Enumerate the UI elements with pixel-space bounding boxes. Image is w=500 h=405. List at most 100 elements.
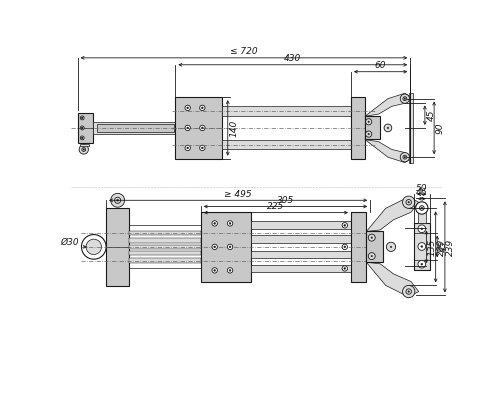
Circle shape: [390, 246, 392, 247]
Circle shape: [214, 222, 216, 224]
Circle shape: [212, 268, 218, 273]
Circle shape: [214, 269, 216, 271]
Text: 50: 50: [416, 183, 428, 193]
Circle shape: [228, 244, 233, 249]
Circle shape: [214, 246, 216, 248]
Circle shape: [408, 291, 410, 292]
Bar: [366, 232, 384, 262]
Bar: [78, 113, 93, 143]
Bar: [106, 208, 129, 286]
Circle shape: [82, 137, 83, 139]
Circle shape: [406, 289, 411, 294]
Circle shape: [229, 269, 231, 271]
Circle shape: [406, 200, 411, 205]
Circle shape: [116, 199, 118, 201]
Polygon shape: [366, 197, 418, 232]
Circle shape: [83, 149, 84, 150]
Text: 140: 140: [230, 119, 238, 136]
Circle shape: [228, 221, 233, 226]
Circle shape: [418, 225, 426, 232]
Circle shape: [404, 98, 406, 99]
Circle shape: [384, 124, 392, 132]
Text: ≥ 495: ≥ 495: [224, 190, 252, 199]
Bar: [129, 231, 201, 235]
Circle shape: [114, 197, 120, 203]
Circle shape: [368, 234, 375, 241]
Text: 60: 60: [375, 61, 386, 70]
Circle shape: [202, 147, 203, 149]
Circle shape: [387, 127, 388, 129]
Circle shape: [418, 243, 426, 250]
Circle shape: [421, 245, 422, 247]
Circle shape: [368, 121, 370, 123]
Circle shape: [342, 266, 347, 271]
Circle shape: [420, 206, 424, 210]
Bar: [251, 264, 352, 272]
Bar: [222, 107, 352, 115]
Circle shape: [421, 228, 422, 230]
Circle shape: [187, 127, 188, 129]
Polygon shape: [365, 93, 411, 116]
Circle shape: [200, 105, 205, 111]
Circle shape: [185, 145, 190, 151]
Circle shape: [344, 268, 346, 269]
Bar: [80, 144, 89, 146]
Text: 45: 45: [426, 109, 436, 121]
Circle shape: [368, 133, 370, 135]
Circle shape: [400, 94, 409, 103]
Circle shape: [200, 125, 205, 130]
Circle shape: [386, 242, 396, 252]
Circle shape: [229, 246, 231, 248]
Text: 225: 225: [268, 202, 284, 211]
Circle shape: [80, 136, 84, 140]
Circle shape: [212, 244, 218, 249]
Bar: [251, 222, 352, 229]
Bar: [93, 122, 176, 134]
Circle shape: [421, 207, 422, 209]
Bar: [408, 93, 414, 162]
Circle shape: [82, 234, 106, 259]
Polygon shape: [366, 262, 418, 297]
Circle shape: [416, 202, 428, 214]
Text: 90: 90: [436, 122, 444, 134]
Bar: [129, 239, 201, 243]
Circle shape: [403, 97, 407, 100]
Circle shape: [187, 107, 188, 109]
Circle shape: [185, 105, 190, 111]
Circle shape: [371, 255, 372, 257]
Text: 45: 45: [438, 241, 448, 252]
Circle shape: [400, 153, 409, 162]
Circle shape: [200, 145, 205, 151]
Circle shape: [86, 239, 102, 255]
Circle shape: [371, 237, 372, 239]
Bar: [129, 225, 201, 269]
Text: 239: 239: [446, 238, 456, 256]
Bar: [129, 245, 201, 249]
Circle shape: [202, 107, 203, 109]
Circle shape: [366, 131, 372, 137]
Bar: [97, 124, 174, 132]
Circle shape: [82, 147, 86, 151]
Circle shape: [418, 260, 426, 268]
Circle shape: [80, 116, 84, 120]
Circle shape: [110, 193, 124, 207]
Circle shape: [344, 224, 346, 226]
Circle shape: [366, 119, 372, 125]
Circle shape: [342, 223, 347, 228]
Circle shape: [228, 268, 233, 273]
Bar: [251, 251, 352, 258]
Circle shape: [202, 127, 203, 129]
Bar: [351, 212, 366, 282]
Bar: [222, 140, 352, 149]
Circle shape: [408, 201, 410, 203]
Circle shape: [185, 125, 190, 130]
Circle shape: [368, 253, 375, 260]
Circle shape: [212, 221, 218, 226]
Circle shape: [421, 263, 422, 265]
Circle shape: [80, 126, 84, 130]
Text: 46: 46: [416, 188, 428, 197]
Bar: [351, 97, 365, 159]
Bar: [414, 224, 430, 270]
Text: 430: 430: [284, 54, 302, 63]
Bar: [418, 212, 426, 224]
